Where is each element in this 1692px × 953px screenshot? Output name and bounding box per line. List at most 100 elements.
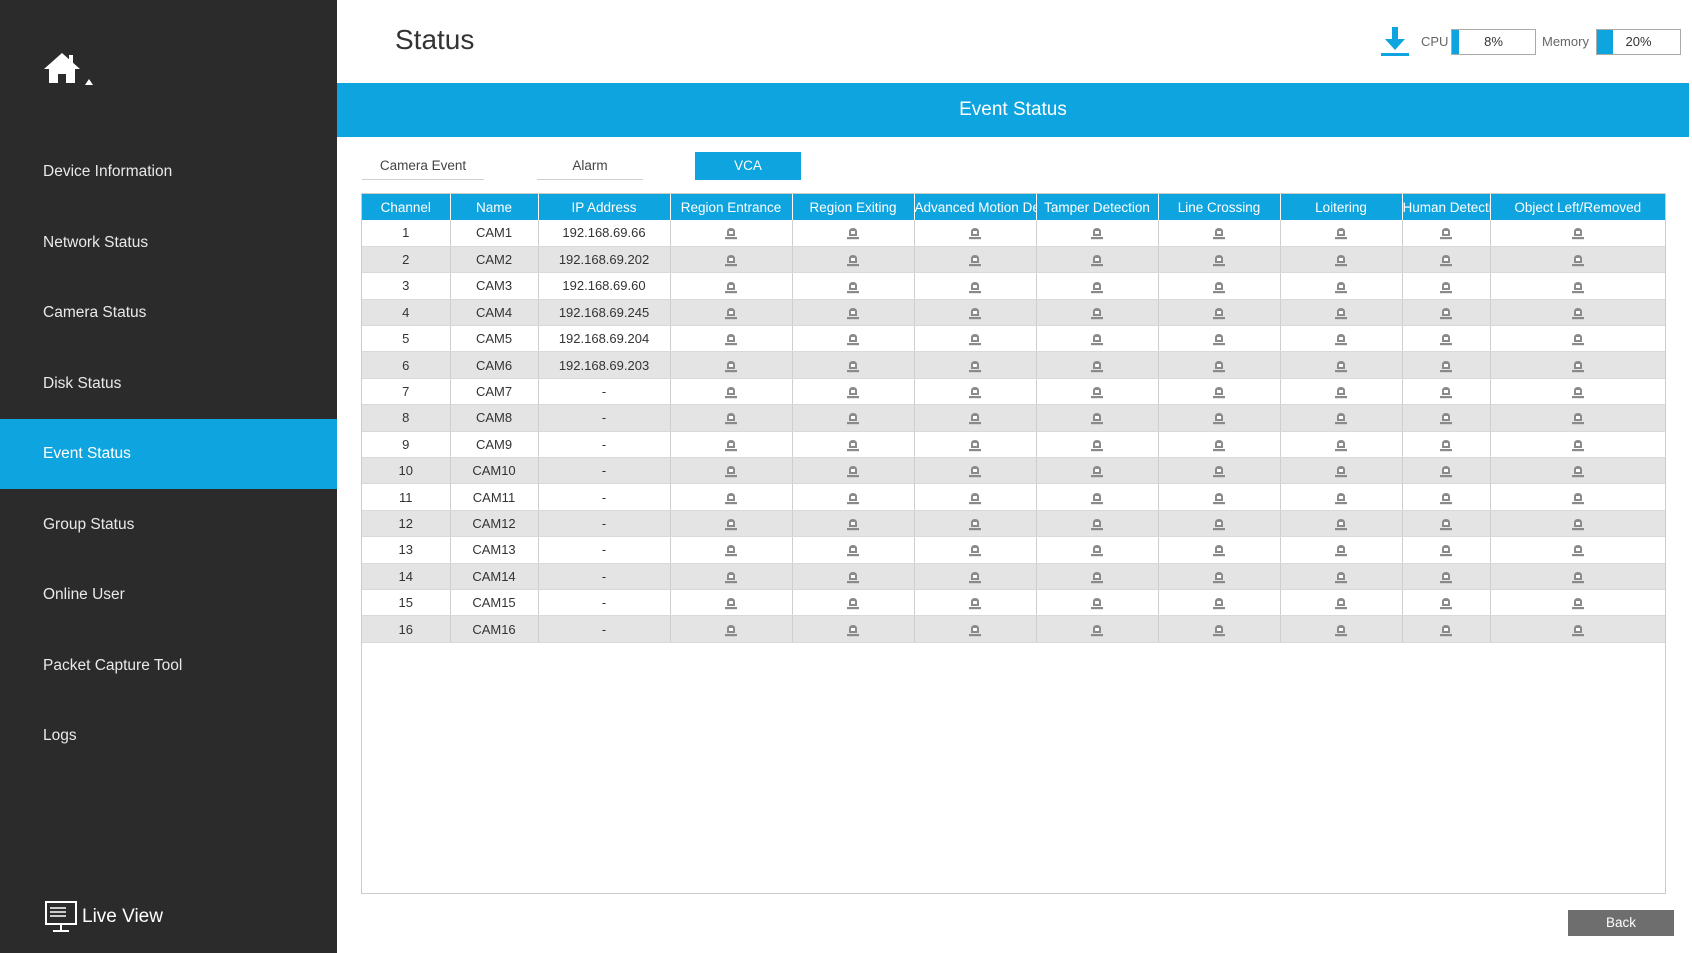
alarm-light-icon <box>1571 492 1584 504</box>
event-status-cell <box>1490 299 1665 327</box>
tab-camera-event[interactable]: Camera Event <box>362 152 484 180</box>
event-status-cell <box>1402 325 1491 353</box>
name-cell: CAM7 <box>450 378 539 406</box>
table-row: 4 CAM4 192.168.69.245 <box>362 299 1665 327</box>
sidebar-item-packet-capture-tool[interactable]: Packet Capture Tool <box>43 656 183 674</box>
column-header-ip-address: IP Address <box>538 194 671 220</box>
alarm-light-icon <box>847 519 859 531</box>
event-status-cell <box>670 536 793 564</box>
channel-cell: 2 <box>362 246 451 274</box>
column-header-advanced-motion-detection: Advanced Motion Detection <box>914 194 1037 220</box>
event-status-cell <box>914 351 1037 379</box>
event-status-cell <box>1402 299 1491 327</box>
event-status-cell <box>1402 457 1491 485</box>
alarm-light-icon <box>1091 307 1103 320</box>
table-row: 16 CAM16- <box>362 615 1665 643</box>
alarm-light-icon <box>847 281 859 293</box>
event-status-cell <box>792 431 915 459</box>
alarm-light-icon <box>1213 360 1225 372</box>
event-status-cell <box>1402 563 1491 590</box>
sidebar-item-event-status[interactable]: Event Status <box>0 419 337 489</box>
event-status-cell <box>1158 431 1281 459</box>
alarm-light-icon <box>1440 228 1452 240</box>
alarm-light-icon <box>1571 255 1584 267</box>
event-status-cell <box>1402 536 1491 564</box>
live-view-button[interactable]: Live View <box>44 898 163 936</box>
alarm-light-icon <box>1571 466 1584 478</box>
alarm-light-icon <box>1440 281 1452 293</box>
alarm-light-icon <box>725 255 737 267</box>
event-status-cell <box>670 510 793 538</box>
download-icon[interactable] <box>1380 26 1410 58</box>
event-status-cell <box>1158 272 1281 300</box>
alarm-light-icon <box>847 624 859 636</box>
table-row: 10 CAM10- <box>362 457 1665 485</box>
sidebar-item-logs[interactable]: Logs <box>43 727 77 744</box>
event-status-cell <box>914 272 1037 300</box>
sidebar-item-network-status[interactable]: Network Status <box>43 233 149 251</box>
event-status-cell <box>1280 483 1403 511</box>
alarm-light-icon <box>1440 387 1452 399</box>
name-cell: CAM5 <box>450 325 539 353</box>
alarm-light-icon <box>1440 255 1452 267</box>
name-cell: CAM14 <box>450 563 539 590</box>
alarm-light-icon <box>847 545 859 557</box>
alarm-light-icon <box>1213 439 1225 452</box>
tab-alarm[interactable]: Alarm <box>537 152 643 180</box>
sidebar-item-online-user[interactable]: Online User <box>43 586 125 603</box>
sidebar-item-disk-status[interactable]: Disk Status <box>43 374 122 392</box>
alarm-light-icon <box>969 571 981 583</box>
event-status-cell <box>670 615 793 643</box>
ip-address-cell: - <box>538 457 671 485</box>
event-status-cell <box>670 457 793 485</box>
alarm-light-icon <box>725 545 737 557</box>
column-header-line-crossing: Line Crossing <box>1158 194 1281 220</box>
event-status-cell <box>914 325 1037 353</box>
event-status-cell <box>1280 220 1403 247</box>
alarm-light-icon <box>969 387 981 399</box>
alarm-light-icon <box>1440 598 1452 610</box>
alarm-light-icon <box>1571 334 1584 346</box>
ip-address-cell: 192.168.69.203 <box>538 351 671 379</box>
back-button[interactable]: Back <box>1568 910 1674 936</box>
alarm-light-icon <box>969 413 981 425</box>
channel-cell: 9 <box>362 431 451 459</box>
event-status-cell <box>1158 536 1281 564</box>
alarm-light-icon <box>725 439 737 452</box>
alarm-light-icon <box>1571 307 1584 320</box>
table-row: 9 CAM9- <box>362 431 1665 459</box>
alarm-light-icon <box>1213 387 1225 399</box>
ip-address-cell: 192.168.69.204 <box>538 325 671 353</box>
event-status-cell <box>1158 220 1281 247</box>
alarm-light-icon <box>1335 307 1347 320</box>
tab-vca[interactable]: VCA <box>695 152 801 180</box>
memory-value: 20% <box>1625 34 1652 49</box>
channel-cell: 10 <box>362 457 451 485</box>
column-header-human-detection: Human Detection <box>1402 194 1491 220</box>
event-status-cell <box>670 325 793 353</box>
event-status-cell <box>914 404 1037 432</box>
name-cell: CAM4 <box>450 299 539 327</box>
event-status-cell <box>670 589 793 617</box>
event-status-cell <box>1280 404 1403 432</box>
event-status-cell <box>1158 246 1281 274</box>
alarm-light-icon <box>969 492 981 504</box>
event-status-cell <box>1402 272 1491 300</box>
event-status-cell <box>1490 351 1665 379</box>
event-status-cell <box>792 325 915 353</box>
alarm-light-icon <box>847 387 859 399</box>
home-icon[interactable] <box>42 50 98 92</box>
sidebar-item-device-information[interactable]: Device Information <box>43 163 173 180</box>
alarm-light-icon <box>969 228 981 240</box>
event-status-cell <box>1280 457 1403 485</box>
alarm-light-icon <box>725 624 737 636</box>
cpu-value: 8% <box>1484 34 1503 49</box>
event-status-cell <box>914 378 1037 406</box>
event-status-cell <box>792 615 915 643</box>
sidebar-item-camera-status[interactable]: Camera Status <box>43 304 147 321</box>
name-cell: CAM12 <box>450 510 539 538</box>
event-status-cell <box>1490 220 1665 247</box>
alarm-light-icon <box>1440 360 1452 372</box>
sidebar-item-group-status[interactable]: Group Status <box>43 515 135 533</box>
ip-address-cell: 192.168.69.245 <box>538 299 671 327</box>
